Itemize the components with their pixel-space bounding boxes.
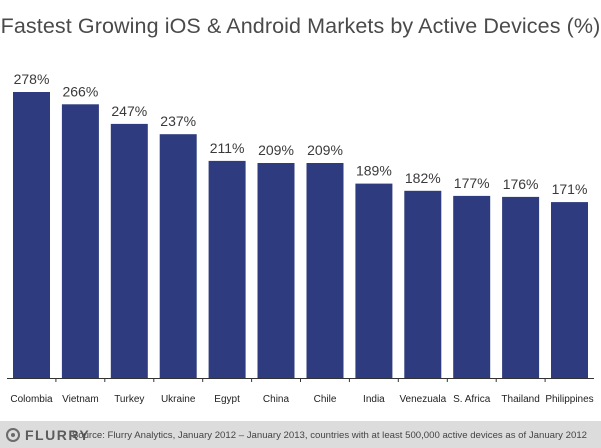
data-label-5: 209% bbox=[258, 142, 294, 158]
data-label-1: 266% bbox=[62, 83, 98, 99]
data-label-10: 176% bbox=[503, 176, 539, 192]
data-label-2: 247% bbox=[111, 103, 147, 119]
footer: FLURRY Source: Flurry Analytics, January… bbox=[0, 421, 601, 448]
bar-4 bbox=[208, 160, 246, 378]
category-label-11: Philippines bbox=[545, 394, 593, 405]
flurry-logo-text: FLURRY bbox=[25, 427, 91, 443]
bar-5 bbox=[257, 163, 295, 378]
category-label-6: Chile bbox=[314, 394, 337, 405]
category-label-2: Turkey bbox=[114, 394, 144, 405]
category-label-8: Venezuala bbox=[399, 394, 446, 405]
data-label-4: 211% bbox=[210, 140, 245, 156]
category-label-1: Vietnam bbox=[62, 394, 99, 405]
bar-7 bbox=[355, 183, 393, 378]
data-label-3: 237% bbox=[160, 113, 196, 129]
category-label-3: Ukraine bbox=[161, 394, 196, 405]
bar-2 bbox=[110, 123, 148, 379]
category-label-7: India bbox=[363, 394, 385, 405]
data-label-8: 182% bbox=[405, 170, 441, 186]
category-label-0: Colombia bbox=[10, 394, 53, 405]
bar-9 bbox=[453, 195, 491, 378]
data-label-0: 278% bbox=[14, 71, 50, 87]
bar-11 bbox=[551, 202, 588, 378]
chart-title: Fastest Growing iOS & Android Markets by… bbox=[0, 14, 601, 38]
flurry-logo: FLURRY bbox=[6, 426, 90, 444]
category-label-9: S. Africa bbox=[453, 394, 491, 405]
flurry-logo-icon bbox=[6, 428, 20, 442]
bar-6 bbox=[306, 163, 344, 378]
bar-3 bbox=[159, 134, 197, 378]
category-label-4: Egypt bbox=[214, 394, 240, 405]
bar-10 bbox=[502, 196, 540, 378]
data-label-11: 171% bbox=[552, 181, 588, 197]
data-label-6: 209% bbox=[307, 142, 343, 158]
bar-0 bbox=[13, 92, 50, 378]
bar-chart: 278% Colombia 266% Vietnam 247% Turkey 237% Ukr… bbox=[7, 71, 594, 405]
data-label-9: 177% bbox=[454, 175, 490, 191]
source-note: Source: Flurry Analytics, January 2012 –… bbox=[71, 430, 587, 441]
bar-1 bbox=[61, 104, 99, 379]
data-label-7: 189% bbox=[356, 163, 392, 179]
category-label-5: China bbox=[263, 394, 290, 405]
category-label-10: Thailand bbox=[501, 394, 539, 405]
bar-8 bbox=[404, 190, 442, 378]
